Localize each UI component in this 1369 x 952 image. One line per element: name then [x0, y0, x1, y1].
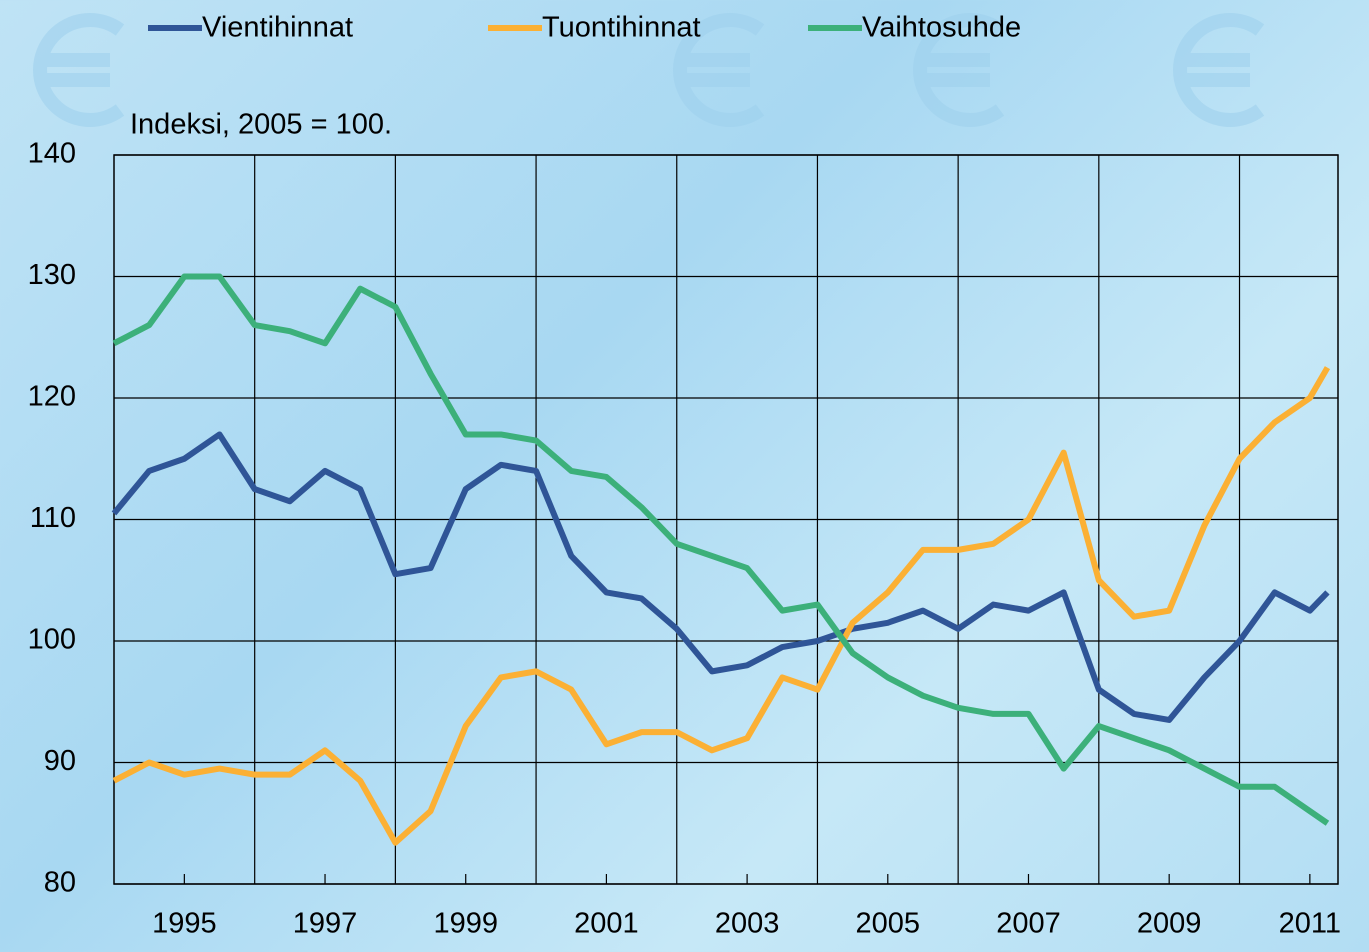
- x-tick-label: 1999: [433, 908, 498, 940]
- y-tick-label: 90: [44, 745, 76, 777]
- series-line: [112, 366, 1331, 846]
- y-tick-label: 100: [28, 624, 76, 656]
- y-tick-label: 120: [28, 381, 76, 413]
- legend-label: Vaihtosuhde: [862, 12, 1021, 44]
- x-tick-label: 2001: [574, 908, 639, 940]
- x-tick-label: 2009: [1137, 908, 1202, 940]
- background-euro: [33, 13, 1265, 127]
- y-tick-label: 80: [44, 867, 76, 899]
- y-tick-label: 140: [28, 138, 76, 170]
- legend-label: Vientihinnat: [202, 12, 353, 44]
- series-line: [111, 431, 1330, 723]
- x-tick-label: 2005: [856, 908, 921, 940]
- series-line: [112, 273, 1330, 826]
- y-tick-label: 110: [30, 502, 76, 534]
- y-tick-label: 130: [28, 259, 76, 291]
- x-tick-label: 2011: [1279, 908, 1341, 940]
- x-tick-label: 1997: [293, 908, 358, 940]
- subtitle: Indeksi, 2005 = 100.: [130, 109, 392, 141]
- x-tick-label: 2007: [996, 908, 1061, 940]
- x-tick-label: 1995: [152, 908, 217, 940]
- legend-label: Tuontihinnat: [542, 12, 701, 44]
- x-tick-label: 2003: [715, 908, 780, 940]
